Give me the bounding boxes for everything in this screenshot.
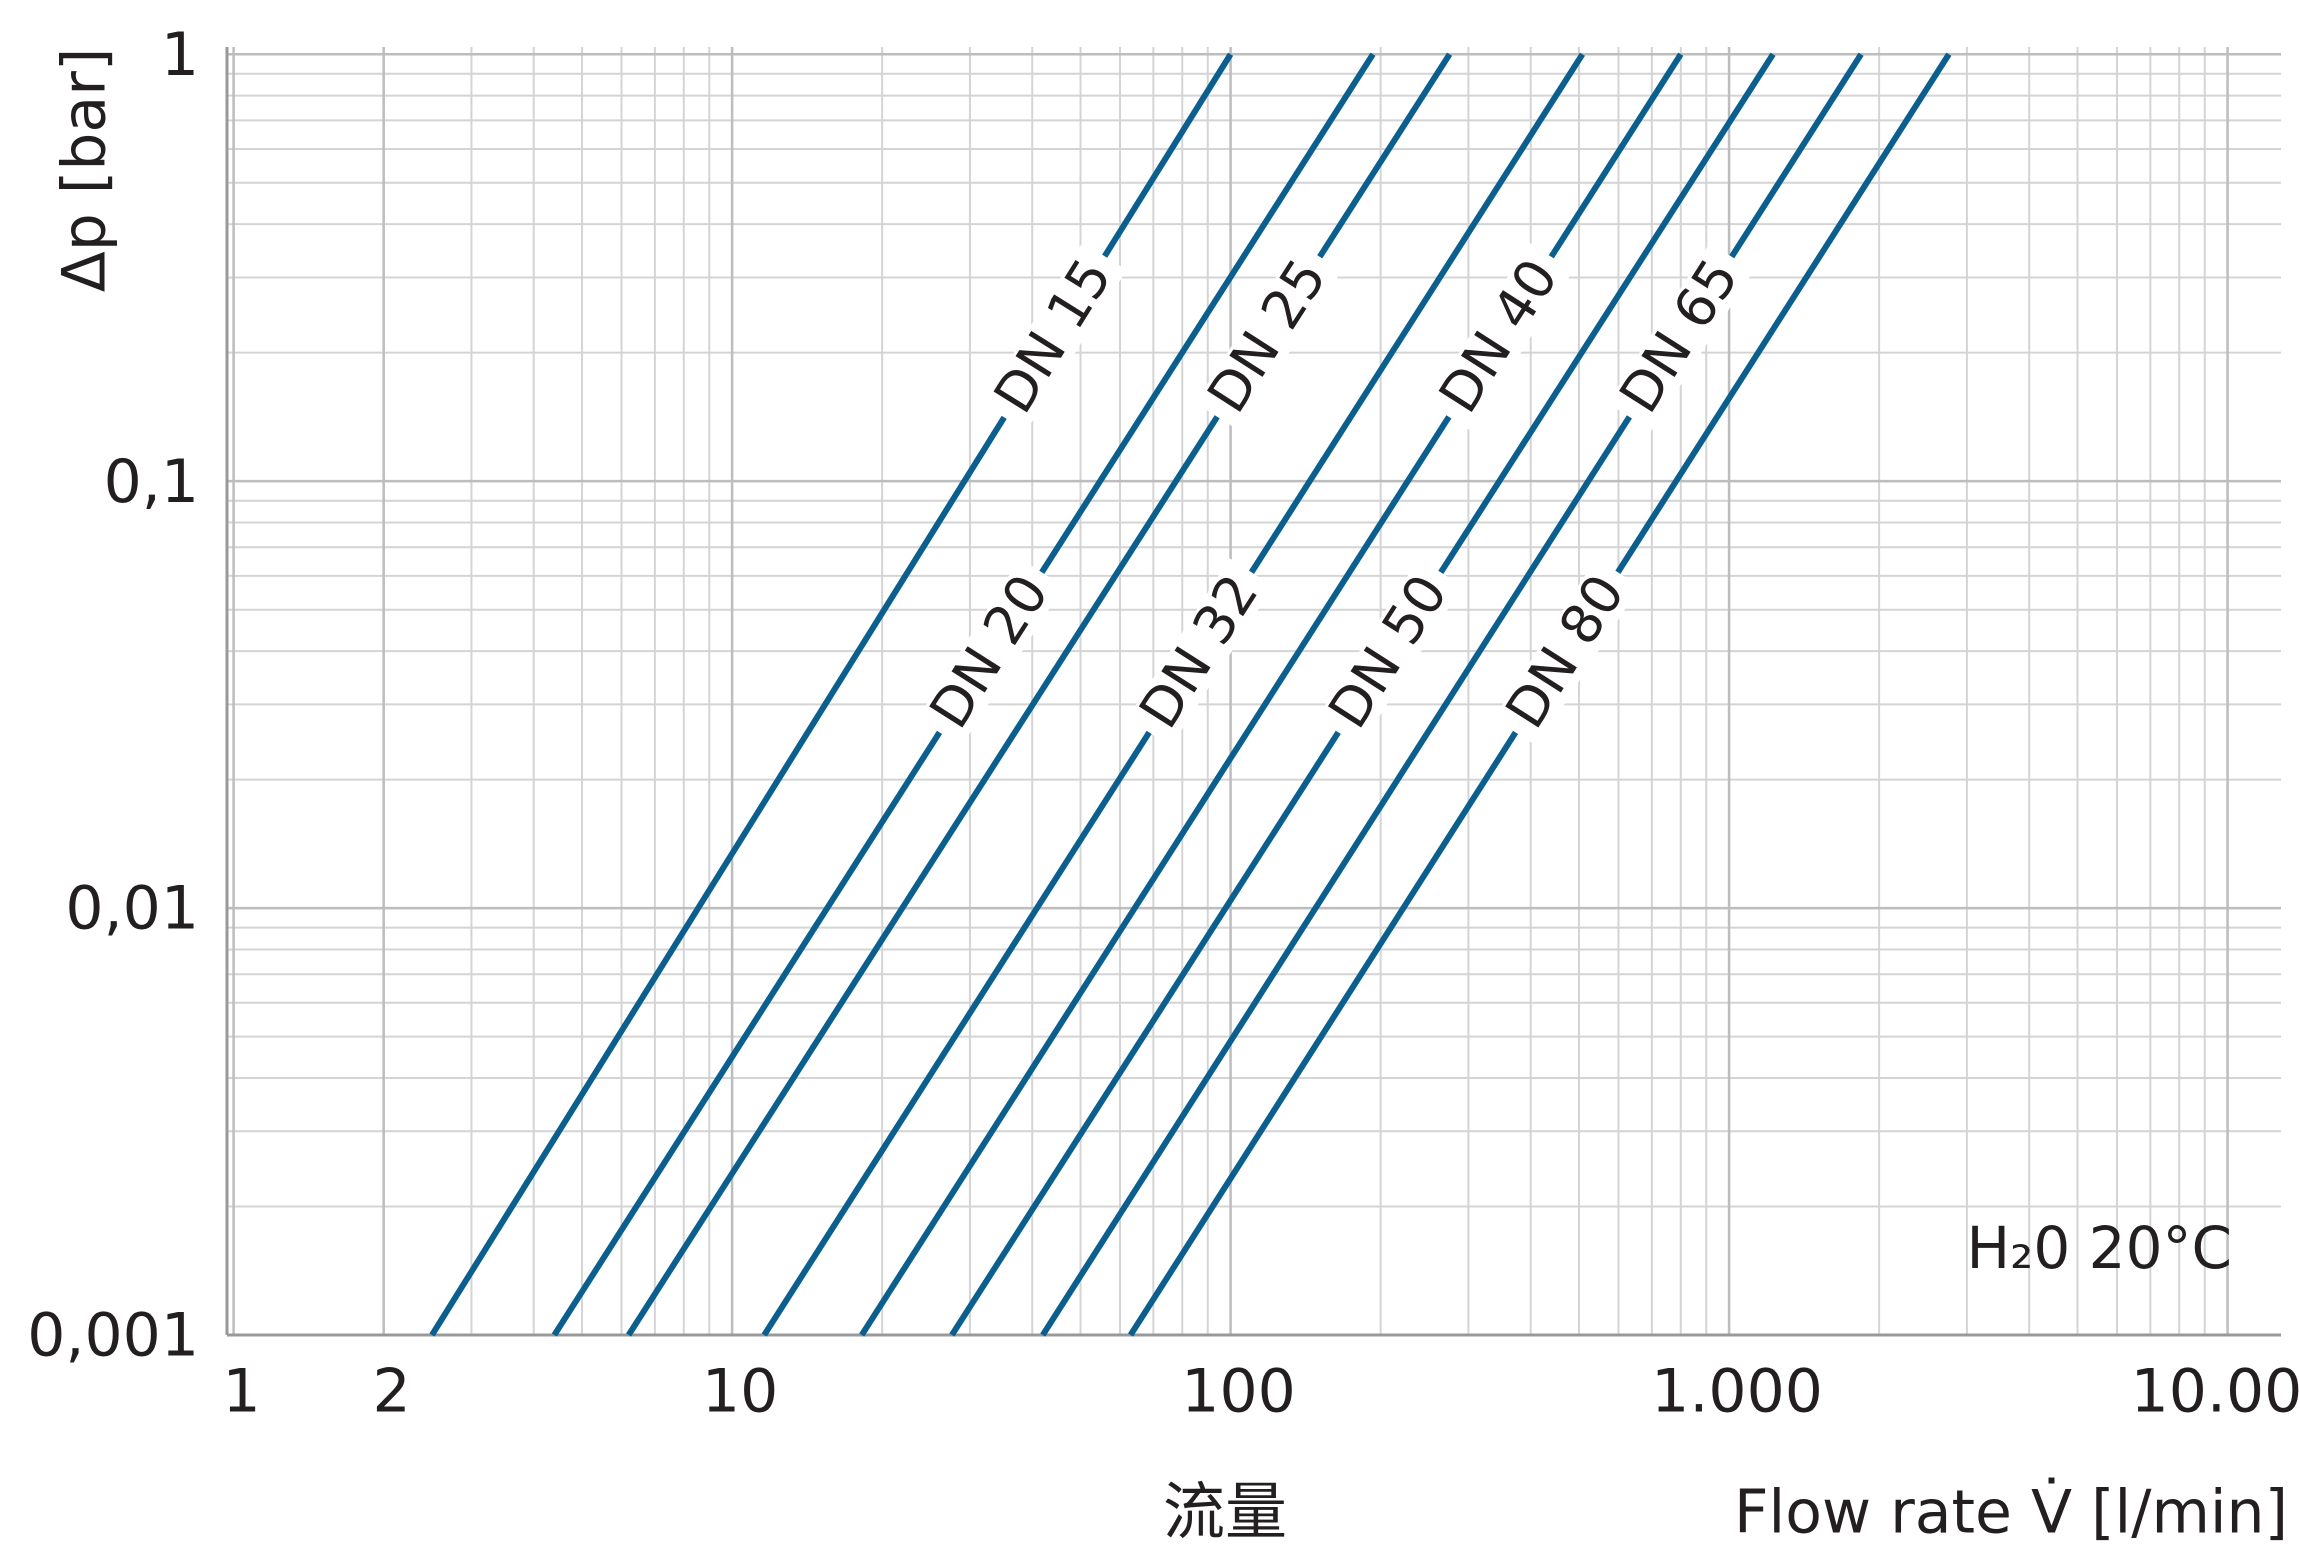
- x-tick-label: 1: [223, 1357, 261, 1427]
- label-background: [1316, 558, 1463, 747]
- x-tick-label: 1.000: [1651, 1357, 1823, 1427]
- label-background: [1426, 242, 1574, 431]
- y-tick-label: 0,1: [104, 447, 199, 517]
- x-tick-label: 100: [1181, 1357, 1296, 1427]
- y-tick-label: 0,01: [65, 874, 199, 944]
- y-tick-label: 0,001: [27, 1301, 199, 1371]
- x-axis-label-secondary: 流量: [1163, 1475, 1287, 1548]
- label-background: [1493, 558, 1640, 747]
- grid: [225, 47, 2281, 1337]
- label-background: [1195, 242, 1342, 431]
- y-axis-label: Δp [bar]: [50, 48, 120, 293]
- label-background: [1607, 242, 1754, 431]
- label-background: [982, 242, 1127, 432]
- annotation: H₂0 20°C: [1966, 1214, 2232, 1282]
- label-background: [1127, 558, 1274, 747]
- x-tick-label: 10: [702, 1357, 778, 1427]
- y-tick-label: 1: [161, 20, 199, 90]
- x-axis-label: Flow rate V̇ [l/min]: [1734, 1477, 2288, 1548]
- label-background: [917, 558, 1064, 747]
- x-tick-label: 10.000: [2131, 1357, 2300, 1427]
- x-tick-label: 2: [373, 1357, 411, 1427]
